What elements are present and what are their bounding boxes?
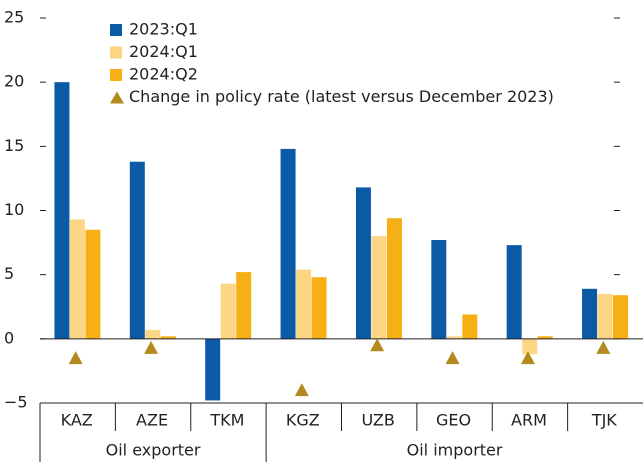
bar <box>69 219 85 339</box>
x-tick-label: ARM <box>511 411 547 430</box>
bar <box>296 269 312 339</box>
bar <box>145 329 161 339</box>
bar <box>431 240 447 339</box>
bar <box>220 283 236 339</box>
bar <box>129 161 145 339</box>
marker <box>520 351 535 365</box>
y-tick-label: 25 <box>4 8 24 27</box>
bar <box>506 245 522 339</box>
bar <box>386 218 402 339</box>
x-tick-label: UZB <box>362 411 395 430</box>
marker <box>445 351 460 365</box>
bar <box>597 293 613 339</box>
x-tick-label: AZE <box>136 411 168 430</box>
legend-swatch <box>110 24 122 36</box>
bar <box>522 338 538 355</box>
y-tick-label: 5 <box>4 264 14 283</box>
y-tick-label: 20 <box>4 72 24 91</box>
bar <box>582 288 598 339</box>
legend-label: 2024:Q2 <box>129 65 198 84</box>
marker <box>68 351 83 365</box>
x-tick-label: KGZ <box>286 411 320 430</box>
x-tick-label: TJK <box>591 411 617 430</box>
x-tick-label: GEO <box>436 411 471 430</box>
legend-marker <box>110 91 124 104</box>
bar <box>462 314 478 339</box>
marker <box>370 338 385 352</box>
y-tick-label: 0 <box>4 328 14 347</box>
bar <box>537 336 553 339</box>
bar <box>205 338 221 401</box>
bar <box>613 295 629 339</box>
x-tick-label: TKM <box>209 411 244 430</box>
bar <box>355 187 371 339</box>
bar <box>280 148 296 339</box>
bar <box>54 82 70 339</box>
group-label: Oil importer <box>407 441 503 460</box>
marker <box>294 383 309 397</box>
bar <box>311 277 327 339</box>
y-tick-label: 15 <box>4 136 24 155</box>
bar <box>446 336 462 339</box>
x-tick-label: KAZ <box>61 411 93 430</box>
bar <box>371 236 387 339</box>
group-label: Oil exporter <box>106 441 201 460</box>
marker <box>144 340 159 354</box>
marker <box>596 340 611 354</box>
bar <box>85 229 101 339</box>
legend-label: Change in policy rate (latest versus Dec… <box>129 87 554 106</box>
y-tick-label: −5 <box>4 393 28 412</box>
legend-label: 2024:Q1 <box>129 42 198 61</box>
bar <box>236 272 252 339</box>
bar <box>160 336 176 339</box>
legend-label: 2023:Q1 <box>129 20 198 39</box>
legend-swatch <box>110 46 122 59</box>
legend-swatch <box>110 69 122 81</box>
y-tick-label: 10 <box>4 200 24 219</box>
